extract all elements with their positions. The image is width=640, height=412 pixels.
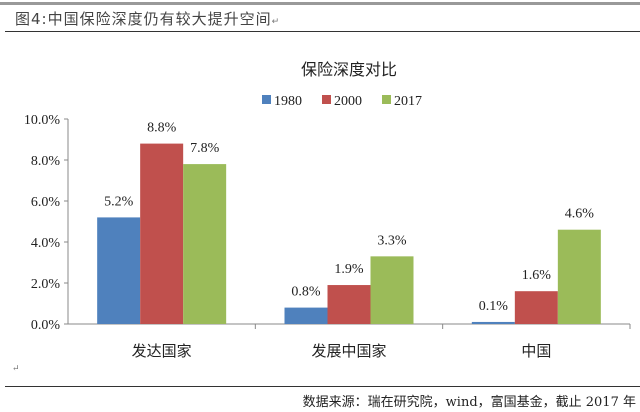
- legend-swatch-1980: [262, 95, 271, 104]
- bar-1980: [97, 217, 141, 324]
- chart-title: 保险深度对比: [301, 60, 397, 79]
- bar-2000: [514, 291, 558, 324]
- caption-rule: [5, 31, 640, 32]
- source-rule: [5, 386, 640, 387]
- y-tick-label: 2.0%: [31, 277, 61, 292]
- return-mark: ↵: [271, 17, 281, 27]
- y-tick-label: 8.0%: [31, 154, 61, 169]
- figure-caption: 图4:中国保险深度仍有较大提升空间↵: [15, 8, 280, 29]
- legend-swatch-2017: [382, 95, 391, 104]
- data-label: 8.8%: [147, 121, 177, 136]
- data-label: 7.8%: [190, 141, 220, 156]
- return-mark: ↵: [12, 364, 20, 374]
- legend-swatch-2000: [322, 95, 331, 104]
- bar-2000: [327, 285, 371, 324]
- y-tick-label: 10.0%: [24, 113, 61, 128]
- top-border: [0, 2, 640, 5]
- data-label: 0.8%: [291, 285, 321, 300]
- y-tick-label: 6.0%: [31, 195, 61, 210]
- bar-chart: 保险深度对比 1980 2000 2017 0.0% 2.0% 4.0% 6.0% 8.0% 10…: [24, 60, 631, 360]
- data-label: 1.6%: [522, 268, 552, 283]
- bar-2017: [370, 256, 414, 324]
- bar-1980: [284, 307, 328, 324]
- bar-2017: [183, 164, 227, 324]
- bar-1980: [471, 321, 515, 324]
- y-tick-label: 0.0%: [31, 318, 61, 333]
- data-label: 1.9%: [334, 262, 364, 277]
- category-label: 发达国家: [132, 342, 192, 360]
- legend-label-2017: 2017: [394, 94, 422, 109]
- bar-2000: [140, 143, 184, 324]
- data-label: 5.2%: [104, 194, 134, 209]
- data-label: 0.1%: [479, 299, 509, 314]
- legend-label-1980: 1980: [274, 94, 302, 109]
- bar-2017: [557, 229, 601, 324]
- category-label: 发展中国家: [311, 342, 386, 360]
- y-tick-label: 4.0%: [31, 236, 61, 251]
- data-label: 3.3%: [377, 233, 407, 248]
- data-label: 4.6%: [565, 207, 595, 222]
- legend-label-2000: 2000: [334, 94, 362, 109]
- caption-text: 图4:中国保险深度仍有较大提升空间: [15, 10, 272, 28]
- source-note: 数据来源：瑞在研究院，wind，富国基金，截止 2017 年: [302, 395, 636, 410]
- category-label: 中国: [521, 342, 551, 360]
